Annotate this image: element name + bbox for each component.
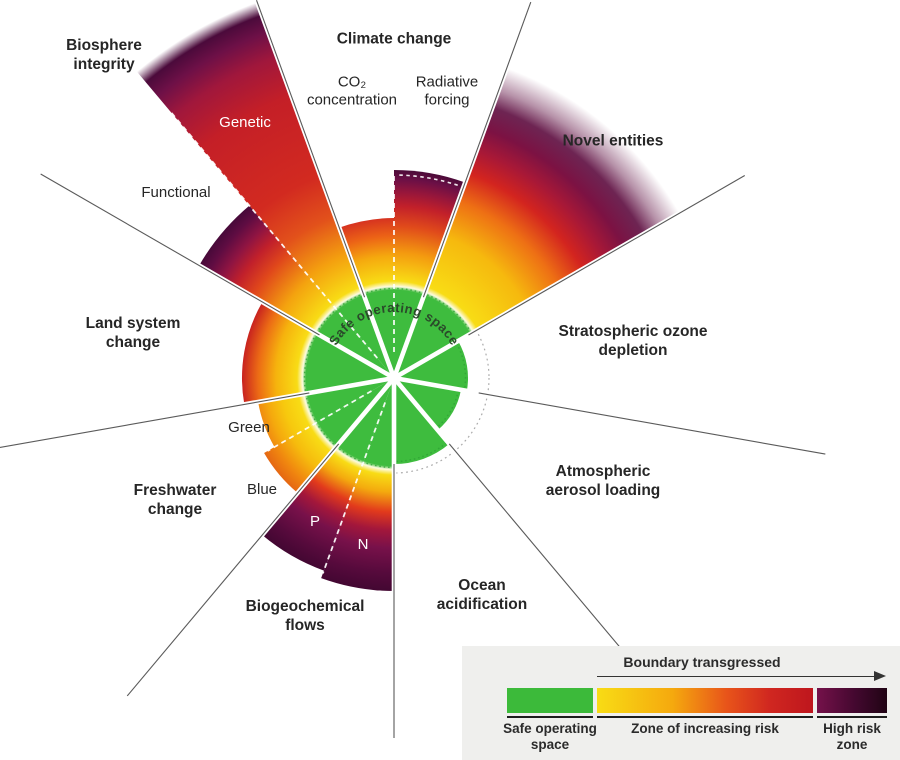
wedge-aerosol bbox=[394, 378, 461, 431]
wedge-land bbox=[242, 302, 394, 405]
sub-divider-dashed-line bbox=[267, 390, 372, 452]
legend-label-high-risk: High risk zone bbox=[823, 721, 881, 752]
green-wedge-stipple-edge bbox=[395, 442, 448, 463]
radiative-wedge-dashed-edge bbox=[399, 174, 459, 187]
legend-title: Boundary transgressed bbox=[623, 654, 781, 670]
arrow-head-icon bbox=[874, 671, 886, 681]
sector-divider-line bbox=[255, 0, 366, 298]
legend-swatch-safe bbox=[507, 688, 593, 713]
boundary-transgressed-arrow bbox=[597, 676, 876, 677]
sector-divider-line bbox=[422, 1, 532, 298]
legend-swatch-high-risk bbox=[817, 688, 887, 713]
wedge-ozone bbox=[394, 341, 469, 391]
legend: Boundary transgressed Safe operating spa… bbox=[462, 646, 900, 760]
sector-divider-line bbox=[0, 392, 310, 449]
wedge-novel bbox=[394, 67, 680, 379]
legend-label-risk: Zone of increasing risk bbox=[631, 721, 779, 736]
legend-rule-safe bbox=[507, 716, 593, 718]
wedge-green_fw bbox=[258, 378, 394, 447]
legend-rule-high bbox=[817, 716, 887, 718]
green-wedge-stipple-edge bbox=[436, 390, 460, 428]
sub-divider-dashed-line bbox=[168, 109, 378, 359]
legend-label-safe: Safe operating space bbox=[503, 721, 597, 752]
legend-swatch-risk bbox=[597, 688, 813, 713]
legend-rule-risk bbox=[597, 716, 813, 718]
wedge-n bbox=[321, 378, 394, 591]
wedge-genetic bbox=[136, 2, 394, 378]
wedge-ocean bbox=[394, 378, 450, 464]
wedge-functional bbox=[199, 205, 394, 378]
wedge-p bbox=[262, 378, 394, 571]
sector-divider-line bbox=[126, 443, 340, 697]
sub-divider-dashed-line bbox=[322, 402, 386, 574]
sector-divider-line bbox=[40, 173, 320, 336]
wedge-blue bbox=[264, 378, 394, 493]
sector-divider-line bbox=[478, 392, 826, 455]
sector-divider-line bbox=[468, 175, 746, 336]
